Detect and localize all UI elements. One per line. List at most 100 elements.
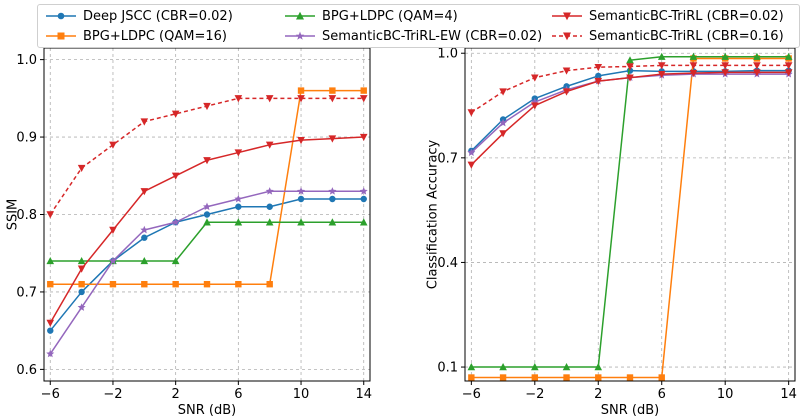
legend-item-semantic-ew: SemanticBC-TriRL-EW (CBR=0.02) (285, 27, 542, 45)
legend-item-bpg-qam4: BPG+LDPC (QAM=4) (285, 7, 458, 25)
data-point (657, 70, 666, 79)
y-tick-label: 0.7 (437, 151, 458, 166)
series-line (49, 136, 364, 324)
data-point (721, 62, 729, 70)
x-tick-label: −6 (462, 387, 481, 402)
data-point (626, 63, 634, 71)
data-point (77, 265, 86, 273)
series-line (50, 89, 364, 285)
data-point (562, 67, 571, 75)
data-point (328, 95, 337, 103)
data-point (753, 52, 761, 60)
accuracy-plot: −6 −2 2 6 10 14 0.1 0.4 0.7 1.0 SNR (dB) Classifica… (426, 47, 797, 418)
series-line (50, 221, 364, 262)
data-point (171, 256, 180, 265)
data-point (297, 95, 305, 103)
data-point (689, 69, 698, 78)
series-line (471, 57, 789, 379)
data-point (626, 374, 634, 381)
ssim-plot: −6 −2 2 6 10 14 0.6 0.7 0.8 0.9 1.0 SNR (dB) SSIM (6, 47, 372, 418)
data-point (329, 195, 336, 203)
data-point (499, 363, 507, 371)
legend-item-bpg-qam16: BPG+LDPC (QAM=16) (46, 27, 227, 45)
series-group (467, 52, 793, 381)
series-group (46, 87, 368, 358)
x-tick-label: 10 (293, 387, 310, 402)
data-point (265, 187, 274, 195)
data-point (784, 52, 793, 60)
data-point (140, 118, 149, 126)
data-point (329, 87, 336, 94)
legend-marker-triangle-down-icon (552, 12, 582, 21)
legend-item-semantic-016: SemanticBC-TriRL (CBR=0.16) (552, 27, 784, 45)
data-point (171, 110, 180, 118)
data-point (594, 363, 603, 371)
data-point (234, 218, 243, 226)
y-tick-label: 0.9 (16, 131, 37, 146)
data-point (265, 141, 274, 149)
data-point (784, 62, 793, 70)
data-point (203, 202, 211, 211)
data-point (595, 72, 602, 80)
data-point (203, 211, 211, 218)
x-axis-label: SNR (dB) (178, 403, 236, 418)
legend-marker-triangle-up-icon (285, 11, 315, 20)
data-point (77, 303, 86, 311)
data-point (360, 87, 367, 94)
data-point (234, 194, 243, 203)
data-point (467, 109, 476, 117)
y-tick-label: 0.4 (437, 256, 458, 271)
data-point (140, 225, 149, 234)
data-point (359, 187, 368, 195)
y-axis-label: SSIM (6, 199, 21, 231)
series-line (470, 71, 789, 166)
data-point (203, 157, 211, 165)
data-point (626, 74, 634, 82)
x-tick-label: 10 (717, 387, 734, 402)
x-tick-label: 6 (658, 387, 666, 402)
y-tick-label: 0.6 (16, 363, 37, 378)
data-point (46, 256, 55, 265)
legend-item-deep-jscc: Deep JSCC (CBR=0.02) (46, 7, 233, 25)
y-tick-label: 1.0 (16, 53, 37, 68)
legend-label: SemanticBC-TriRL (CBR=0.16) (589, 28, 784, 44)
data-point (753, 62, 761, 70)
data-point (328, 218, 337, 226)
data-point (234, 95, 243, 103)
data-point (297, 218, 305, 226)
data-point (499, 88, 507, 96)
data-point (499, 130, 507, 138)
data-point (140, 188, 149, 196)
data-point (108, 256, 117, 265)
data-point (468, 374, 475, 381)
data-point (46, 211, 55, 219)
data-point (359, 95, 368, 103)
data-point (297, 195, 305, 203)
data-point (171, 172, 180, 180)
data-point (109, 141, 117, 149)
legend-marker-star-icon (285, 31, 315, 40)
data-point (141, 234, 148, 241)
data-point (499, 374, 507, 381)
data-point (467, 161, 476, 169)
data-point (721, 52, 729, 60)
data-point (467, 148, 476, 157)
data-point (265, 95, 274, 103)
legend-label: SemanticBC-TriRL-EW (CBR=0.02) (322, 28, 543, 44)
data-point (657, 62, 666, 70)
data-point (235, 203, 242, 210)
legend-label: SemanticBC-TriRL (CBR=0.02) (589, 8, 784, 24)
data-point (360, 195, 367, 203)
data-point (594, 77, 603, 86)
data-point (562, 363, 571, 371)
legend-marker-square-icon (46, 32, 76, 40)
data-point (657, 52, 666, 60)
data-point (626, 56, 634, 64)
series-line (471, 55, 789, 368)
data-point (203, 218, 211, 226)
data-point (266, 203, 273, 210)
data-point (203, 102, 211, 111)
data-point (172, 280, 179, 288)
data-point (531, 363, 539, 371)
data-point (328, 135, 337, 143)
